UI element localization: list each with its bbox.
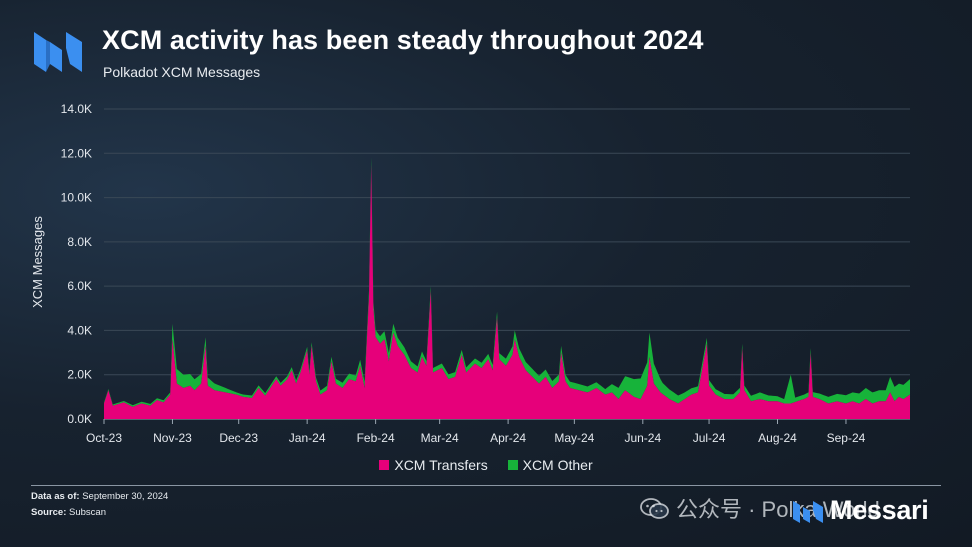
grid-lines [104, 108, 910, 420]
y-tick-label: 6.0K [67, 279, 92, 293]
messari-logo-icon [34, 32, 82, 72]
wechat-watermark-text: 公众号 · Polka World [676, 497, 880, 522]
y-tick-label: 14.0K [61, 102, 92, 116]
data-as-of-value: September 30, 2024 [82, 491, 169, 502]
x-axis-ticks: Oct-23 Nov-23 Dec-23 Jan-24 Feb-24 Mar-24 Apr-… [86, 419, 866, 445]
y-tick-label: 10.0K [61, 191, 92, 205]
messari-brand-icon [793, 501, 823, 523]
data-as-of-label: Data as of: [31, 491, 80, 502]
chart-subtitle: Polkadot XCM Messages [103, 64, 261, 80]
y-tick-label: 2.0K [67, 368, 92, 382]
x-tick-label: Nov-23 [153, 431, 192, 445]
legend-item-other: XCM Other [507, 457, 593, 473]
legend-swatch-transfers [379, 460, 390, 470]
x-tick-label: Dec-23 [219, 431, 258, 445]
wechat-icon [640, 498, 669, 519]
legend-label-transfers: XCM Transfers [394, 457, 488, 473]
x-tick-label: Mar-24 [421, 431, 459, 445]
legend-item-transfers: XCM Transfers [379, 457, 488, 473]
x-tick-label: Feb-24 [357, 431, 395, 445]
footer-data-as-of: Data as of: September 30, 2024 [31, 491, 168, 502]
wechat-watermark: 公众号 · Polka World [640, 492, 880, 524]
y-axis-label: XCM Messages [30, 216, 45, 308]
source-label: Source: [31, 507, 67, 518]
y-axis-ticks: 0.0K 2.0K 4.0K 6.0K 8.0K 10.0K 12.0K 14.0K [61, 102, 92, 426]
footer-source: Source: Subscan [31, 507, 106, 518]
x-tick-label: Oct-23 [86, 431, 122, 445]
legend-swatch-other [507, 460, 518, 470]
legend-label-other: XCM Other [522, 457, 593, 473]
chart-legend: XCM Transfers XCM Other [0, 457, 972, 473]
x-tick-label: Sep-24 [827, 431, 866, 445]
x-tick-label: Apr-24 [490, 431, 526, 445]
y-tick-label: 12.0K [61, 146, 92, 160]
series-area-xcm-other [104, 157, 910, 407]
y-tick-label: 0.0K [67, 412, 92, 426]
brand-name: Messari [830, 495, 929, 525]
area-series [104, 157, 910, 419]
source-value: Subscan [69, 507, 106, 518]
series-area-xcm-transfers [104, 164, 910, 419]
x-tick-label: Aug-24 [758, 431, 797, 445]
y-tick-label: 4.0K [67, 323, 92, 337]
chart-title: XCM activity has been steady throughout … [102, 25, 704, 55]
x-tick-label: Jul-24 [693, 431, 726, 445]
footer-divider [31, 485, 941, 486]
x-tick-label: May-24 [554, 431, 594, 445]
x-tick-label: Jan-24 [289, 431, 326, 445]
x-tick-label: Jun-24 [624, 431, 661, 445]
y-tick-label: 8.0K [67, 235, 92, 249]
